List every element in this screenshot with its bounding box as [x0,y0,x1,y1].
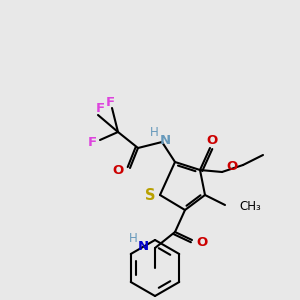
Text: F: F [105,95,115,109]
Text: O: O [112,164,124,176]
Text: O: O [206,134,218,148]
Text: O: O [226,160,238,173]
Text: N: N [137,239,148,253]
Text: F: F [95,103,105,116]
Text: H: H [150,125,158,139]
Text: H: H [129,232,137,244]
Text: F: F [87,136,97,148]
Text: CH₃: CH₃ [239,200,261,214]
Text: O: O [196,236,208,248]
Text: N: N [159,134,171,148]
Text: S: S [145,188,155,203]
